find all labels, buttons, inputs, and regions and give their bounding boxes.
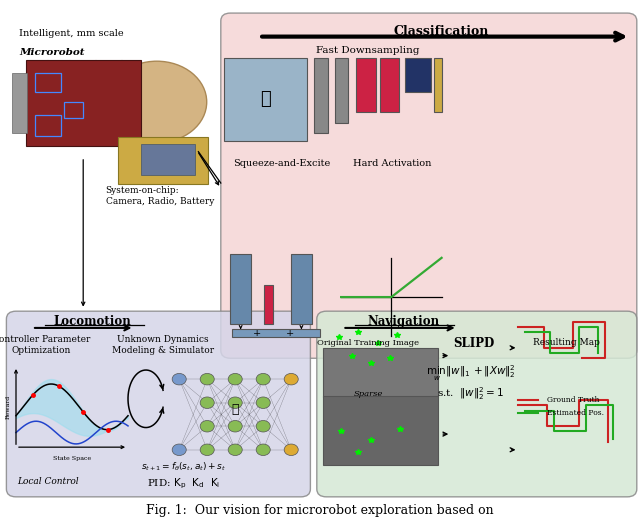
Text: SLIPD: SLIPD [453, 337, 494, 350]
Circle shape [256, 397, 270, 408]
Bar [64, 102, 83, 118]
FancyBboxPatch shape [221, 13, 637, 358]
Bar [118, 137, 208, 184]
Text: $\min_w \|w\|_1 + \|Xw\|_2^2$: $\min_w \|w\|_1 + \|Xw\|_2^2$ [426, 363, 515, 383]
Bar [434, 58, 442, 112]
Text: Estimated Pos.: Estimated Pos. [547, 409, 604, 417]
Circle shape [107, 61, 207, 143]
FancyBboxPatch shape [317, 311, 637, 497]
Bar [291, 254, 312, 324]
Circle shape [200, 420, 214, 432]
Text: +: + [253, 328, 261, 338]
Bar [12, 73, 27, 133]
Text: Intelligent, mm scale: Intelligent, mm scale [19, 29, 124, 39]
Text: Reward: Reward [6, 394, 11, 419]
Text: PID: $\mathrm{K_p}$  $\mathrm{K_d}$  $\mathrm{K_i}$: PID: $\mathrm{K_p}$ $\mathrm{K_d}$ $\mat… [147, 476, 221, 491]
Text: Original Training Image: Original Training Image [317, 338, 419, 347]
Circle shape [228, 420, 242, 432]
Circle shape [200, 397, 214, 408]
Text: Local Control: Local Control [17, 476, 79, 486]
Bar [35, 73, 61, 92]
Circle shape [284, 444, 298, 456]
Text: 🐕: 🐕 [260, 90, 271, 108]
Bar [224, 58, 307, 141]
Bar [323, 348, 438, 397]
Text: $s_{t+1} = f_\theta(s_t, a_t) + s_t$: $s_{t+1} = f_\theta(s_t, a_t) + s_t$ [141, 460, 227, 473]
Text: Sparse: Sparse [353, 390, 383, 398]
Text: Resulting Map: Resulting Map [533, 338, 600, 347]
Text: Classification: Classification [394, 26, 490, 38]
Bar [356, 58, 376, 112]
Text: Unknown Dynamics
Modeling & Simulator: Unknown Dynamics Modeling & Simulator [112, 335, 214, 355]
Text: Squeeze-and-Excite: Squeeze-and-Excite [233, 159, 330, 168]
Text: ⋮: ⋮ [232, 403, 239, 416]
Bar [141, 144, 195, 175]
Circle shape [256, 373, 270, 385]
Bar [232, 329, 320, 337]
Text: System-on-chip:
Camera, Radio, Battery: System-on-chip: Camera, Radio, Battery [106, 186, 214, 206]
Circle shape [200, 373, 214, 385]
Text: Fig. 1:  Our vision for microrobot exploration based on: Fig. 1: Our vision for microrobot explor… [146, 505, 494, 517]
Bar [230, 254, 251, 324]
Text: Microrobot: Microrobot [19, 48, 84, 57]
Circle shape [172, 373, 186, 385]
Bar [26, 60, 141, 146]
Circle shape [256, 444, 270, 456]
Text: s.t.  $\|w\|_2^2 = 1$: s.t. $\|w\|_2^2 = 1$ [437, 385, 504, 402]
Bar [405, 58, 431, 92]
Bar [380, 58, 399, 112]
Bar [314, 58, 328, 133]
Text: Ground Truth: Ground Truth [547, 396, 600, 404]
FancyBboxPatch shape [6, 311, 310, 497]
Text: Navigation: Navigation [367, 315, 439, 328]
Circle shape [256, 420, 270, 432]
Circle shape [284, 373, 298, 385]
Circle shape [228, 397, 242, 408]
Text: +: + [286, 328, 294, 338]
Text: Controller Parameter
Optimization: Controller Parameter Optimization [0, 335, 91, 355]
Text: State Space: State Space [53, 456, 91, 461]
Bar [323, 396, 438, 465]
Circle shape [228, 444, 242, 456]
Text: Hard Activation: Hard Activation [353, 159, 431, 168]
Circle shape [200, 444, 214, 456]
Bar [35, 115, 61, 136]
Circle shape [172, 444, 186, 456]
Circle shape [228, 373, 242, 385]
Text: Fast Downsampling: Fast Downsampling [316, 46, 420, 55]
Text: Locomotion: Locomotion [54, 315, 132, 328]
Bar [335, 58, 348, 123]
Bar [264, 285, 273, 324]
